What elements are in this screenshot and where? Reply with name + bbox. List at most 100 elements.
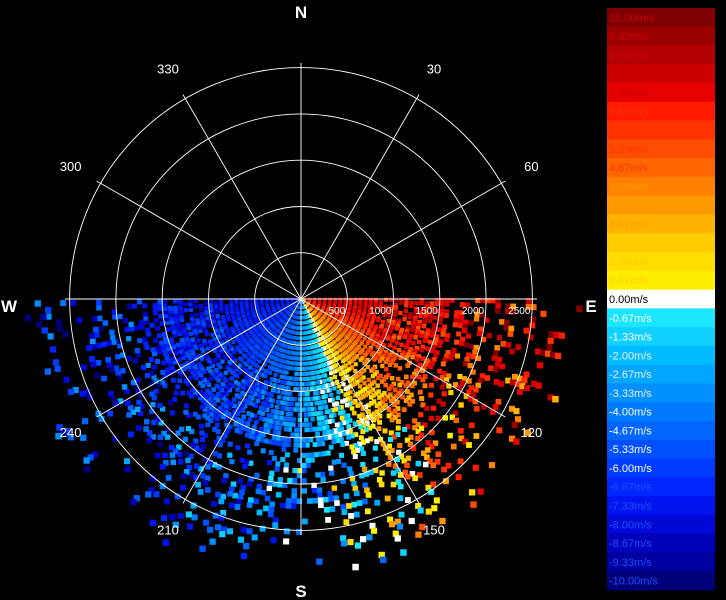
velocity-gate	[422, 365, 427, 370]
velocity-gate	[324, 394, 329, 399]
velocity-gate	[381, 319, 386, 324]
velocity-gate	[304, 422, 309, 427]
velocity-gate	[408, 333, 413, 338]
velocity-gate	[390, 481, 397, 488]
velocity-gate	[239, 298, 244, 302]
velocity-gate	[332, 428, 338, 433]
velocity-gate	[386, 318, 391, 323]
velocity-gate	[150, 347, 156, 353]
velocity-gate	[87, 454, 94, 461]
velocity-gate	[305, 462, 311, 468]
velocity-gate	[154, 452, 161, 459]
velocity-gate	[240, 526, 247, 533]
velocity-gate	[269, 413, 274, 419]
velocity-gate	[305, 457, 311, 463]
velocity-gate	[287, 477, 293, 484]
velocity-gate	[120, 368, 126, 374]
velocity-gate	[363, 386, 368, 392]
velocity-gate	[211, 319, 216, 324]
velocity-gate	[430, 481, 437, 488]
velocity-gate	[208, 418, 214, 424]
velocity-gate	[434, 297, 440, 303]
velocity-gate	[359, 473, 365, 479]
velocity-gate	[203, 519, 210, 526]
velocity-gate	[159, 321, 165, 326]
velocity-gate	[127, 404, 134, 411]
velocity-gate	[388, 352, 393, 357]
velocity-gate	[243, 403, 248, 409]
velocity-gate	[389, 350, 394, 355]
velocity-gate	[301, 442, 306, 448]
velocity-gate	[91, 343, 97, 350]
velocity-gate	[438, 316, 444, 321]
velocity-gate	[262, 406, 267, 411]
velocity-gate	[151, 374, 157, 380]
velocity-gate	[330, 381, 335, 386]
velocity-gate	[411, 341, 416, 346]
velocity-gate	[285, 375, 290, 380]
velocity-gate	[260, 432, 266, 438]
velocity-gate	[178, 305, 183, 310]
bearing-label-210: 210	[157, 522, 179, 537]
velocity-gate	[444, 337, 450, 342]
velocity-gate	[162, 373, 168, 379]
velocity-gate	[236, 328, 241, 333]
velocity-gate	[400, 394, 405, 400]
velocity-gate	[406, 320, 412, 326]
velocity-gate	[334, 422, 340, 428]
velocity-gate	[302, 377, 307, 381]
velocity-gate	[360, 406, 366, 411]
velocity-gate	[444, 301, 450, 307]
velocity-gate	[309, 411, 315, 417]
velocity-gate	[457, 323, 463, 329]
velocity-gate	[372, 357, 377, 362]
velocity-gate	[198, 303, 203, 309]
velocity-gate	[208, 303, 213, 308]
velocity-gate	[399, 352, 405, 358]
velocity-gate	[274, 466, 280, 472]
velocity-gate	[184, 450, 190, 457]
velocity-gate	[288, 417, 293, 422]
velocity-gate	[386, 407, 392, 412]
velocity-gate	[96, 305, 102, 311]
velocity-gate	[404, 297, 409, 303]
velocity-gate	[318, 379, 323, 384]
velocity-gate	[270, 360, 274, 365]
velocity-gate	[298, 382, 303, 387]
velocity-gate	[142, 311, 148, 317]
velocity-gate	[330, 397, 335, 402]
velocity-gate	[360, 536, 367, 543]
velocity-gate	[363, 392, 368, 398]
velocity-gate	[311, 381, 316, 386]
velocity-gate	[336, 427, 341, 433]
velocity-gate	[254, 387, 260, 392]
velocity-gate	[457, 373, 463, 380]
velocity-gate	[294, 427, 299, 433]
velocity-gate	[182, 366, 187, 372]
velocity-gate	[444, 377, 450, 383]
velocity-gate	[218, 393, 224, 399]
velocity-gate	[211, 414, 217, 419]
velocity-gate	[285, 391, 290, 396]
velocity-gate	[208, 405, 214, 411]
velocity-gate	[168, 400, 174, 406]
velocity-gate	[210, 314, 215, 319]
velocity-gate	[219, 531, 226, 538]
velocity-gate	[323, 420, 329, 425]
velocity-gate	[185, 457, 191, 464]
velocity-gate	[494, 345, 500, 351]
velocity-gate	[376, 318, 381, 323]
velocity-gate	[529, 316, 536, 323]
velocity-gate	[181, 327, 187, 332]
velocity-gate	[162, 306, 168, 311]
velocity-gate	[474, 406, 480, 412]
legend-swatch	[607, 477, 715, 497]
velocity-gate	[382, 397, 388, 402]
velocity-gate	[496, 427, 503, 434]
velocity-gate	[284, 396, 290, 401]
velocity-gate	[300, 372, 305, 376]
velocity-gate	[428, 311, 434, 317]
velocity-gate	[355, 380, 360, 385]
velocity-gate	[171, 368, 177, 374]
